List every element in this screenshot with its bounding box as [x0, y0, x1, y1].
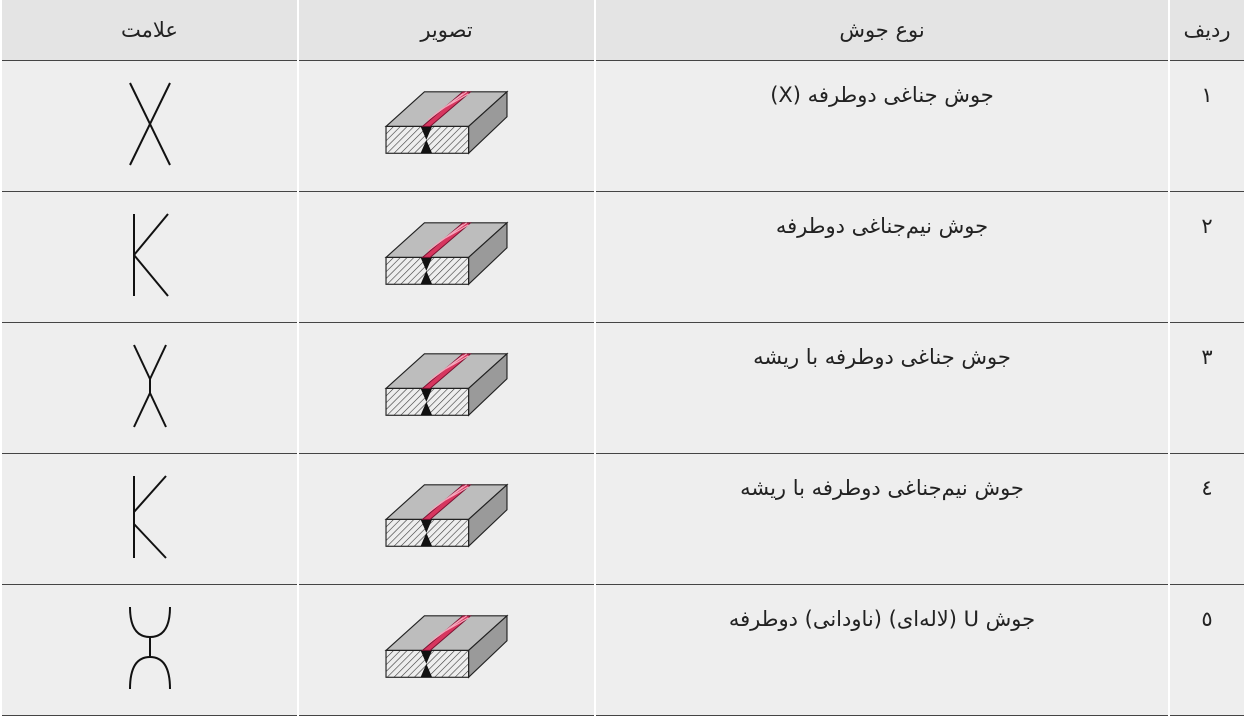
image-cell [297, 584, 596, 716]
header-cell: ردیف [1168, 0, 1244, 61]
header-row: ردیف نوع جوش تصویر علامت [0, 0, 1244, 61]
row-number: ۳ [1168, 322, 1244, 454]
weld-name: جوش نیم‌جناغی دوطرفه [594, 191, 1170, 323]
row: ٥ جوش U (لاله‌ای) (ناودانی) دوطرفه [0, 584, 1244, 716]
image-cell [297, 453, 596, 585]
row-number: ۲ [1168, 191, 1244, 323]
row: ٤ جوش نیم‌جناغی دوطرفه با ریشه [0, 453, 1244, 585]
weld-image [384, 612, 509, 684]
weld-symbol [132, 344, 167, 427]
weld-symbol [128, 606, 171, 689]
symbol-cell [0, 191, 299, 323]
image-cell [297, 322, 596, 454]
weld-symbol [128, 82, 171, 165]
weld-name: جوش جناغی دوطرفه با ریشه [594, 322, 1170, 454]
weld-symbol [132, 474, 167, 559]
header-cell: نوع جوش [594, 0, 1170, 61]
row: ۱ جوش جناغی دوطرفه (X) [0, 60, 1244, 192]
symbol-cell [0, 584, 299, 716]
weld-image [384, 350, 509, 422]
weld-image [384, 481, 509, 553]
image-cell [297, 60, 596, 192]
row: ۳ جوش جناغی دوطرفه با ریشه [0, 322, 1244, 454]
weld-image [384, 88, 509, 160]
row-number: ۱ [1168, 60, 1244, 192]
weld-name: جوش جناغی دوطرفه (X) [594, 60, 1170, 192]
weld-name: جوش نیم‌جناغی دوطرفه با ریشه [594, 453, 1170, 585]
row: ۲ جوش نیم‌جناغی دوطرفه [0, 191, 1244, 323]
symbol-cell [0, 60, 299, 192]
weld-image [384, 219, 509, 291]
row-number: ٥ [1168, 584, 1244, 716]
weld-name: جوش U (لاله‌ای) (ناودانی) دوطرفه [594, 584, 1170, 716]
image-cell [297, 191, 596, 323]
symbol-cell [0, 453, 299, 585]
header-cell: علامت [0, 0, 299, 61]
row-number: ٤ [1168, 453, 1244, 585]
header-cell: تصویر [297, 0, 596, 61]
symbol-cell [0, 322, 299, 454]
weld-symbol [132, 212, 169, 297]
